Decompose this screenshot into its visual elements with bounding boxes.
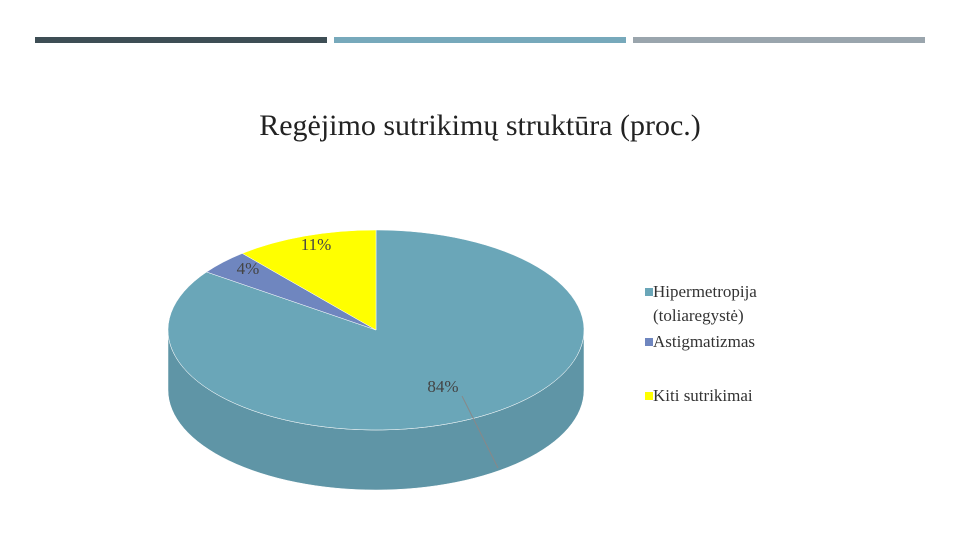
legend-swatch xyxy=(645,338,653,346)
legend-label: Astigmatizmas xyxy=(653,332,755,351)
legend-item: Hipermetropija (toliaregystė) xyxy=(645,280,805,328)
data-label: 84% xyxy=(427,377,458,396)
legend-swatch xyxy=(645,288,653,296)
legend-label: Hipermetropija (toliaregystė) xyxy=(653,282,757,325)
decor-bar xyxy=(633,37,925,43)
chart-title: Regėjimo sutrikimų struktūra (proc.) xyxy=(259,109,701,142)
legend-swatch xyxy=(645,392,653,400)
leader-line xyxy=(461,395,499,469)
data-label: 4% xyxy=(237,259,260,278)
pie-slice xyxy=(241,229,377,331)
legend-item: Astigmatizmas xyxy=(645,330,805,354)
decor-bar xyxy=(35,37,327,43)
data-label: 11% xyxy=(301,235,332,254)
pie: 84% 4% 11% xyxy=(167,229,585,491)
legend-label: Kiti sutrikimai xyxy=(653,386,753,405)
decor-bar xyxy=(334,37,626,43)
legend-item: Kiti sutrikimai xyxy=(645,384,805,408)
